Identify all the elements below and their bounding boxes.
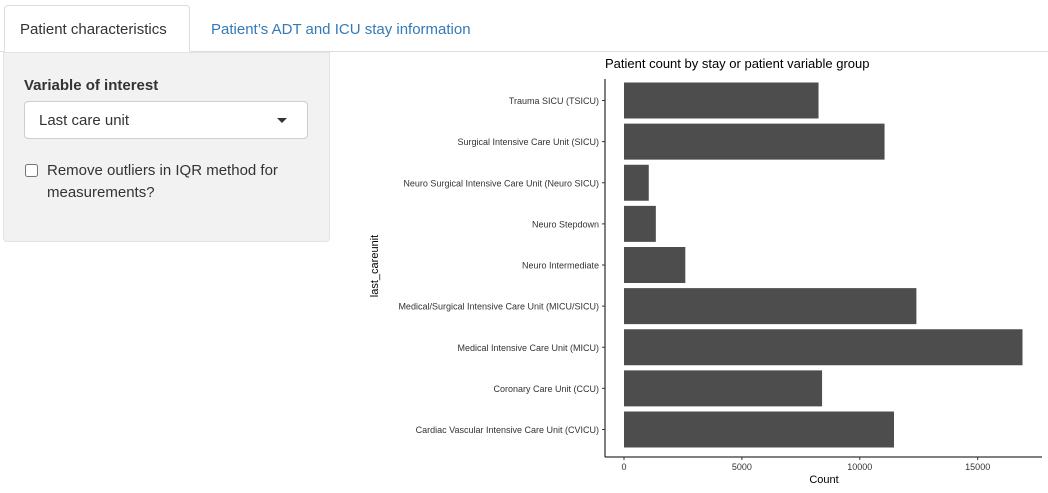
variable-label: Variable of interest	[24, 77, 159, 94]
bar-3	[624, 205, 656, 242]
y-axis-label: last_careunit	[369, 235, 381, 297]
tab-adt-icu-stay[interactable]: Patient’s ADT and ICU stay information	[211, 21, 471, 38]
sidebar-panel: Variable of interest Last care unit Remo…	[3, 52, 330, 242]
bar-5	[624, 288, 917, 325]
x-tick-label-1: 5000	[732, 462, 752, 472]
bar-8	[624, 411, 894, 448]
x-tick-label-0: 0	[621, 462, 626, 472]
y-tick-label-8: Cardiac Vascular Intensive Care Unit (CV…	[416, 425, 599, 435]
x-tick-label-2: 10000	[847, 462, 872, 472]
y-tick-label-4: Neuro Intermediate	[522, 261, 599, 271]
bar-2	[624, 164, 649, 201]
y-tick-label-6: Medical Intensive Care Unit (MICU)	[457, 343, 599, 353]
variable-select-value: Last care unit	[39, 112, 130, 129]
y-tick-label-0: Trauma SICU (TSICU)	[509, 96, 599, 106]
tab-bar: Patient characteristics Patient’s ADT an…	[0, 0, 1048, 52]
bar-6	[624, 329, 1023, 366]
variable-select[interactable]: Last care unit	[24, 101, 308, 139]
bar-7	[624, 370, 823, 407]
chart-title: Patient count by stay or patient variabl…	[605, 56, 870, 71]
x-tick-label-3: 15000	[965, 462, 990, 472]
y-tick-label-3: Neuro Stepdown	[532, 219, 599, 229]
y-tick-label-5: Medical/Surgical Intensive Care Unit (MI…	[398, 302, 599, 312]
y-tick-label-1: Surgical Intensive Care Unit (SICU)	[457, 137, 599, 147]
bar-chart: Patient count by stay or patient variabl…	[369, 56, 1042, 486]
bar-0	[624, 82, 819, 119]
y-tick-label-2: Neuro Surgical Intensive Care Unit (Neur…	[403, 178, 599, 188]
tab-patient-characteristics[interactable]: Patient characteristics	[4, 5, 190, 52]
x-axis-label: Count	[809, 474, 838, 486]
bar-4	[624, 247, 686, 283]
chevron-down-icon	[277, 118, 287, 123]
y-tick-label-7: Coronary Care Unit (CCU)	[493, 384, 599, 394]
remove-outliers-checkbox[interactable]	[25, 164, 38, 177]
bar-1	[624, 123, 885, 160]
remove-outliers-label: Remove outliers in IQR method for measur…	[47, 162, 278, 201]
